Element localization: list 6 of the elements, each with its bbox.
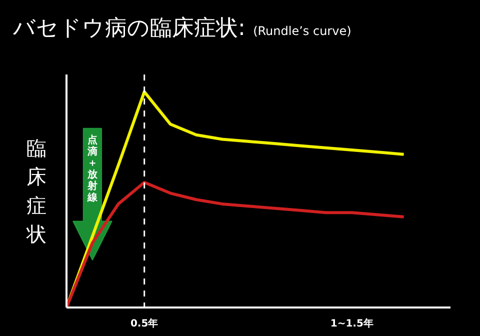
x-tick-label: 0.5年 (130, 318, 158, 330)
chart-title: バセドウ病の臨床症状: (13, 16, 246, 41)
x-tick-label: 1~1.5年 (330, 318, 374, 330)
y-axis-title: 臨床症状 (26, 136, 46, 246)
chart-subtitle: (Rundle’s curve) (253, 24, 352, 38)
annotation: 点滴＋放射線 (86, 134, 98, 204)
